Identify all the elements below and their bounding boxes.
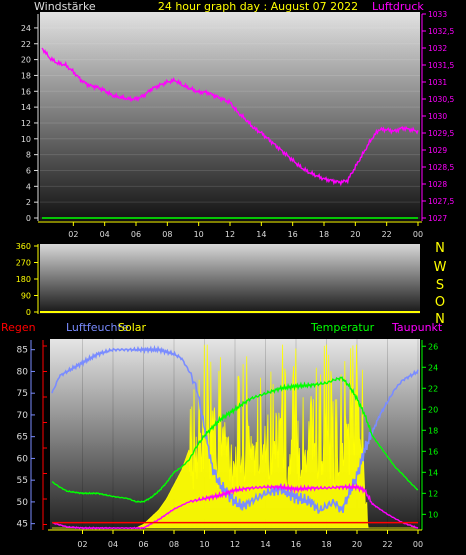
wind-direction-tick-label: 90	[21, 292, 31, 301]
wind-speed-tick-label: 10	[21, 135, 31, 144]
time-tick-label: 16	[288, 230, 298, 239]
pressure-tick-label: 1029,5	[428, 129, 454, 138]
humidity-tick-label: 50	[17, 498, 29, 508]
time-tick-label: 10	[199, 540, 209, 549]
pressure-tick-label: 1030	[428, 112, 447, 121]
humidity-tick-label: 80	[17, 367, 29, 377]
time-tick-label: 00	[413, 230, 423, 239]
wind-speed-tick-label: 0	[26, 214, 31, 223]
pressure-panel	[40, 12, 420, 221]
pressure-tick-label: 1029	[428, 146, 447, 155]
pressure-tick-label: 1027,5	[428, 197, 454, 206]
time-tick-label: 10	[194, 230, 204, 239]
humidity-tick-label: 70	[17, 411, 29, 421]
time-tick-label: 20	[352, 540, 362, 549]
time-tick-label: 08	[169, 540, 179, 549]
time-tick-label: 14	[260, 540, 270, 549]
wind-speed-tick-label: 16	[21, 87, 31, 96]
chart-title: 24 hour graph day : August 07 2022	[158, 0, 358, 13]
temperature-tick-label: 16	[428, 447, 438, 456]
pressure-tick-label: 1028	[428, 180, 447, 189]
wind-speed-tick-label: 20	[21, 56, 31, 65]
wind-speed-header: Windstärke	[34, 0, 96, 13]
pressure-tick-label: 1031,5	[428, 61, 454, 70]
solar-header: Solar	[118, 321, 147, 334]
pressure-tick-label: 1032	[428, 44, 447, 53]
time-tick-label: 18	[321, 540, 331, 549]
humidity-tick-label: 65	[17, 433, 28, 443]
wind-speed-tick-label: 8	[26, 151, 31, 160]
time-tick-label: 12	[225, 230, 235, 239]
wind-speed-tick-label: 22	[21, 40, 31, 49]
pressure-tick-label: 1032,5	[428, 27, 454, 36]
wind-label-s: S	[436, 278, 444, 293]
pressure-tick-label: 1030,5	[428, 95, 454, 104]
pressure-tick-label: 1027	[428, 214, 447, 223]
time-tick-label: 06	[131, 230, 141, 239]
wind-speed-tick-label: 6	[26, 166, 31, 175]
pressure-tick-label: 1031	[428, 78, 447, 87]
pressure-header: Luftdruck	[372, 0, 424, 13]
humidity-header: Luftfeuchte	[66, 321, 129, 334]
temperature-tick-label: 20	[428, 405, 438, 414]
wind-speed-tick-label: 12	[21, 119, 31, 128]
wind-label-n1: N	[435, 241, 445, 256]
wind-direction-tick-label: 180	[16, 275, 31, 284]
humidity-tick-label: 60	[17, 454, 29, 464]
temperature-tick-label: 12	[428, 489, 438, 498]
time-tick-label: 18	[319, 230, 329, 239]
wind-direction-tick-label: 360	[16, 242, 31, 251]
time-tick-label: 22	[382, 540, 392, 549]
temperature-header: Temperatur	[310, 321, 375, 334]
wind-speed-tick-label: 18	[21, 71, 31, 80]
humidity-tick-label: 45	[17, 520, 28, 530]
humidity-tick-label: 85	[17, 346, 28, 356]
time-tick-label: 00	[413, 540, 423, 549]
wind-direction-tick-label: 270	[16, 259, 31, 268]
pressure-tick-label: 1028,5	[428, 163, 454, 172]
time-tick-label: 14	[256, 230, 266, 239]
pressure-series-line	[41, 47, 419, 187]
humidity-tick-label: 75	[17, 389, 28, 399]
pressure-tick-label: 1033	[428, 10, 447, 19]
wind-speed-tick-label: 2	[26, 198, 31, 207]
time-tick-label: 06	[138, 540, 148, 549]
time-tick-label: 02	[68, 230, 78, 239]
dewpoint-series-line	[52, 482, 419, 530]
wind-label-w: W	[434, 260, 447, 275]
wind-direction-labels: N W S O N	[434, 241, 447, 327]
time-tick-label: 20	[350, 230, 360, 239]
time-tick-label: 08	[162, 230, 172, 239]
time-tick-label: 04	[100, 230, 110, 239]
humidity-series-line	[51, 344, 419, 514]
wind-direction-panel	[40, 244, 420, 314]
temperature-tick-label: 22	[428, 384, 438, 393]
wind-label-o: O	[435, 295, 445, 310]
time-tick-label: 04	[108, 540, 118, 549]
time-tick-label: 22	[382, 230, 392, 239]
wind-direction-tick-label: 0	[26, 308, 31, 317]
wind-speed-tick-label: 14	[21, 103, 31, 112]
time-tick-label: 12	[230, 540, 240, 549]
wind-speed-tick-label: 4	[26, 182, 31, 191]
temperature-tick-label: 26	[428, 342, 438, 351]
dewpoint-header: Taupunkt	[391, 321, 443, 334]
temperature-tick-label: 18	[428, 426, 438, 435]
rain-header: Regen	[1, 321, 36, 334]
temperature-tick-label: 14	[428, 468, 438, 477]
time-tick-label: 16	[291, 540, 301, 549]
wind-speed-tick-label: 24	[21, 24, 31, 33]
humidity-tick-label: 55	[17, 476, 28, 486]
time-tick-label: 02	[77, 540, 87, 549]
temperature-series-line	[51, 376, 418, 504]
wind-label-n2: N	[435, 312, 445, 327]
temperature-tick-label: 24	[428, 363, 438, 372]
temperature-tick-label: 10	[428, 510, 438, 519]
